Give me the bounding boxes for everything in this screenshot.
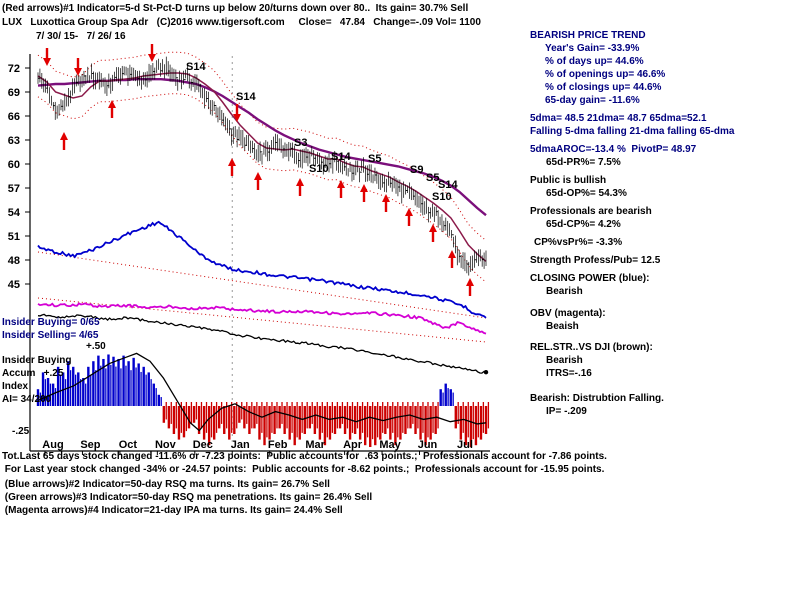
svg-text:Feb: Feb — [268, 439, 288, 451]
stat-pct-openings-up: % of openings up= 46.6% — [545, 69, 666, 80]
indicator3-legend: (Green arrows)#3 Indicator=50-day RSQ ma… — [2, 492, 373, 503]
indicator4-legend: (Magenta arrows)#4 Indicator=21-day IPA … — [2, 505, 343, 516]
svg-text:Mar: Mar — [305, 439, 325, 451]
scale-minus25-label: -.25 — [12, 426, 30, 437]
scale-plus50-label: +.50 — [86, 341, 106, 352]
svg-text:May: May — [379, 439, 401, 451]
svg-text:63: 63 — [8, 135, 20, 147]
closing-power-heading: CLOSING POWER (blue): — [530, 273, 650, 284]
stat-strength-ratio: Strength Profess/Pub= 12.5 — [530, 255, 661, 266]
svg-text:S14: S14 — [236, 91, 256, 103]
svg-text:S5: S5 — [426, 172, 439, 184]
ai-ratio-label: AI= 34/200 — [2, 394, 52, 405]
obv-heading: OBV (magenta): — [530, 308, 606, 319]
stat-65d-cp: 65d-CP%= 4.2% — [546, 219, 621, 230]
ticker-title-line: LUX Luxottica Group Spa Adr (C)2016 www.… — [2, 17, 481, 28]
stat-years-gain: Year's Gain= -33.9% — [545, 43, 640, 54]
stat-cp-vs-pr: CP%vsPr%= -3.3% — [534, 237, 623, 248]
svg-text:69: 69 — [8, 87, 20, 99]
accum-index-label-line3: Index — [2, 381, 29, 392]
indicator2-legend: (Blue arrows)#2 Indicator=50-day RSQ ma … — [2, 479, 330, 490]
professional-sentiment-label: Professionals are bearish — [530, 206, 652, 217]
bearish-price-trend-heading: BEARISH PRICE TREND — [530, 30, 646, 41]
svg-text:Dec: Dec — [193, 439, 213, 451]
footer-year-summary: For Last year stock changed -34% or -24.… — [2, 464, 605, 475]
relstr-heading: REL.STR..VS DJI (brown): — [530, 342, 653, 353]
svg-text:51: 51 — [8, 231, 20, 243]
stat-ma-direction: Falling 5-dma falling 21-dma falling 65-… — [530, 126, 735, 137]
svg-text:Apr: Apr — [343, 439, 363, 451]
svg-text:S14: S14 — [186, 61, 206, 73]
svg-text:Nov: Nov — [155, 439, 177, 451]
insider-buying-count: Insider Buying= 0/65 — [2, 317, 100, 328]
insider-selling-count: Insider Selling= 4/65 — [2, 330, 99, 341]
svg-text:60: 60 — [8, 159, 20, 171]
stat-5dma-aroc-pivot: 5dmaAROC=-13.4 % PivotP= 48.97 — [530, 144, 697, 155]
svg-text:Jun: Jun — [418, 439, 438, 451]
svg-text:S9: S9 — [410, 164, 423, 176]
stat-pct-closings-up: % of closings up= 44.6% — [545, 82, 662, 93]
svg-text:48: 48 — [8, 255, 20, 267]
svg-text:S10: S10 — [432, 191, 452, 203]
svg-text:Aug: Aug — [42, 439, 63, 451]
svg-text:S10: S10 — [309, 163, 329, 175]
stat-itrs: ITRS=-.16 — [546, 368, 592, 379]
svg-text:66: 66 — [8, 111, 20, 123]
obv-status: Beaish — [546, 321, 579, 332]
relstr-status: Bearish — [546, 355, 583, 366]
accum-index-label-line2: Accum +.25 — [2, 368, 64, 379]
stat-65d-op: 65d-OP%= 54.3% — [546, 188, 627, 199]
svg-text:Oct: Oct — [119, 439, 138, 451]
svg-text:54: 54 — [8, 207, 21, 219]
stat-ip: IP= -.209 — [546, 406, 587, 417]
date-range: 7/ 30/ 15- 7/ 26/ 16 — [36, 31, 126, 42]
svg-text:72: 72 — [8, 63, 20, 75]
accum-index-label-line1: Insider Buying — [2, 355, 72, 366]
stat-65day-gain: 65-day gain= -11.6% — [545, 95, 640, 106]
svg-text:S14: S14 — [331, 151, 351, 163]
svg-text:Jan: Jan — [231, 439, 250, 451]
stat-65d-pr: 65d-PR%= 7.5% — [546, 157, 621, 168]
svg-text:S3: S3 — [294, 137, 307, 149]
public-sentiment-label: Public is bullish — [530, 175, 607, 186]
indicator1-legend: (Red arrows)#1 Indicator=5-d St-Pct-D tu… — [2, 3, 469, 14]
svg-text:Sep: Sep — [80, 439, 100, 451]
svg-text:45: 45 — [8, 279, 20, 291]
footer-65day-summary: Tot.Last 65 days stock changed -11.6% or… — [2, 451, 607, 462]
svg-text:Jul: Jul — [457, 439, 473, 451]
svg-text:S5: S5 — [368, 153, 381, 165]
svg-text:57: 57 — [8, 183, 20, 195]
stat-pct-days-up: % of days up= 44.6% — [545, 56, 644, 67]
distribution-status: Bearish: Distrubtion Falling. — [530, 393, 664, 404]
closing-power-status: Bearish — [546, 286, 583, 297]
svg-text:S14: S14 — [438, 179, 458, 191]
stat-moving-averages: 5dma= 48.5 21dma= 48.7 65dma=52.1 — [530, 113, 707, 124]
